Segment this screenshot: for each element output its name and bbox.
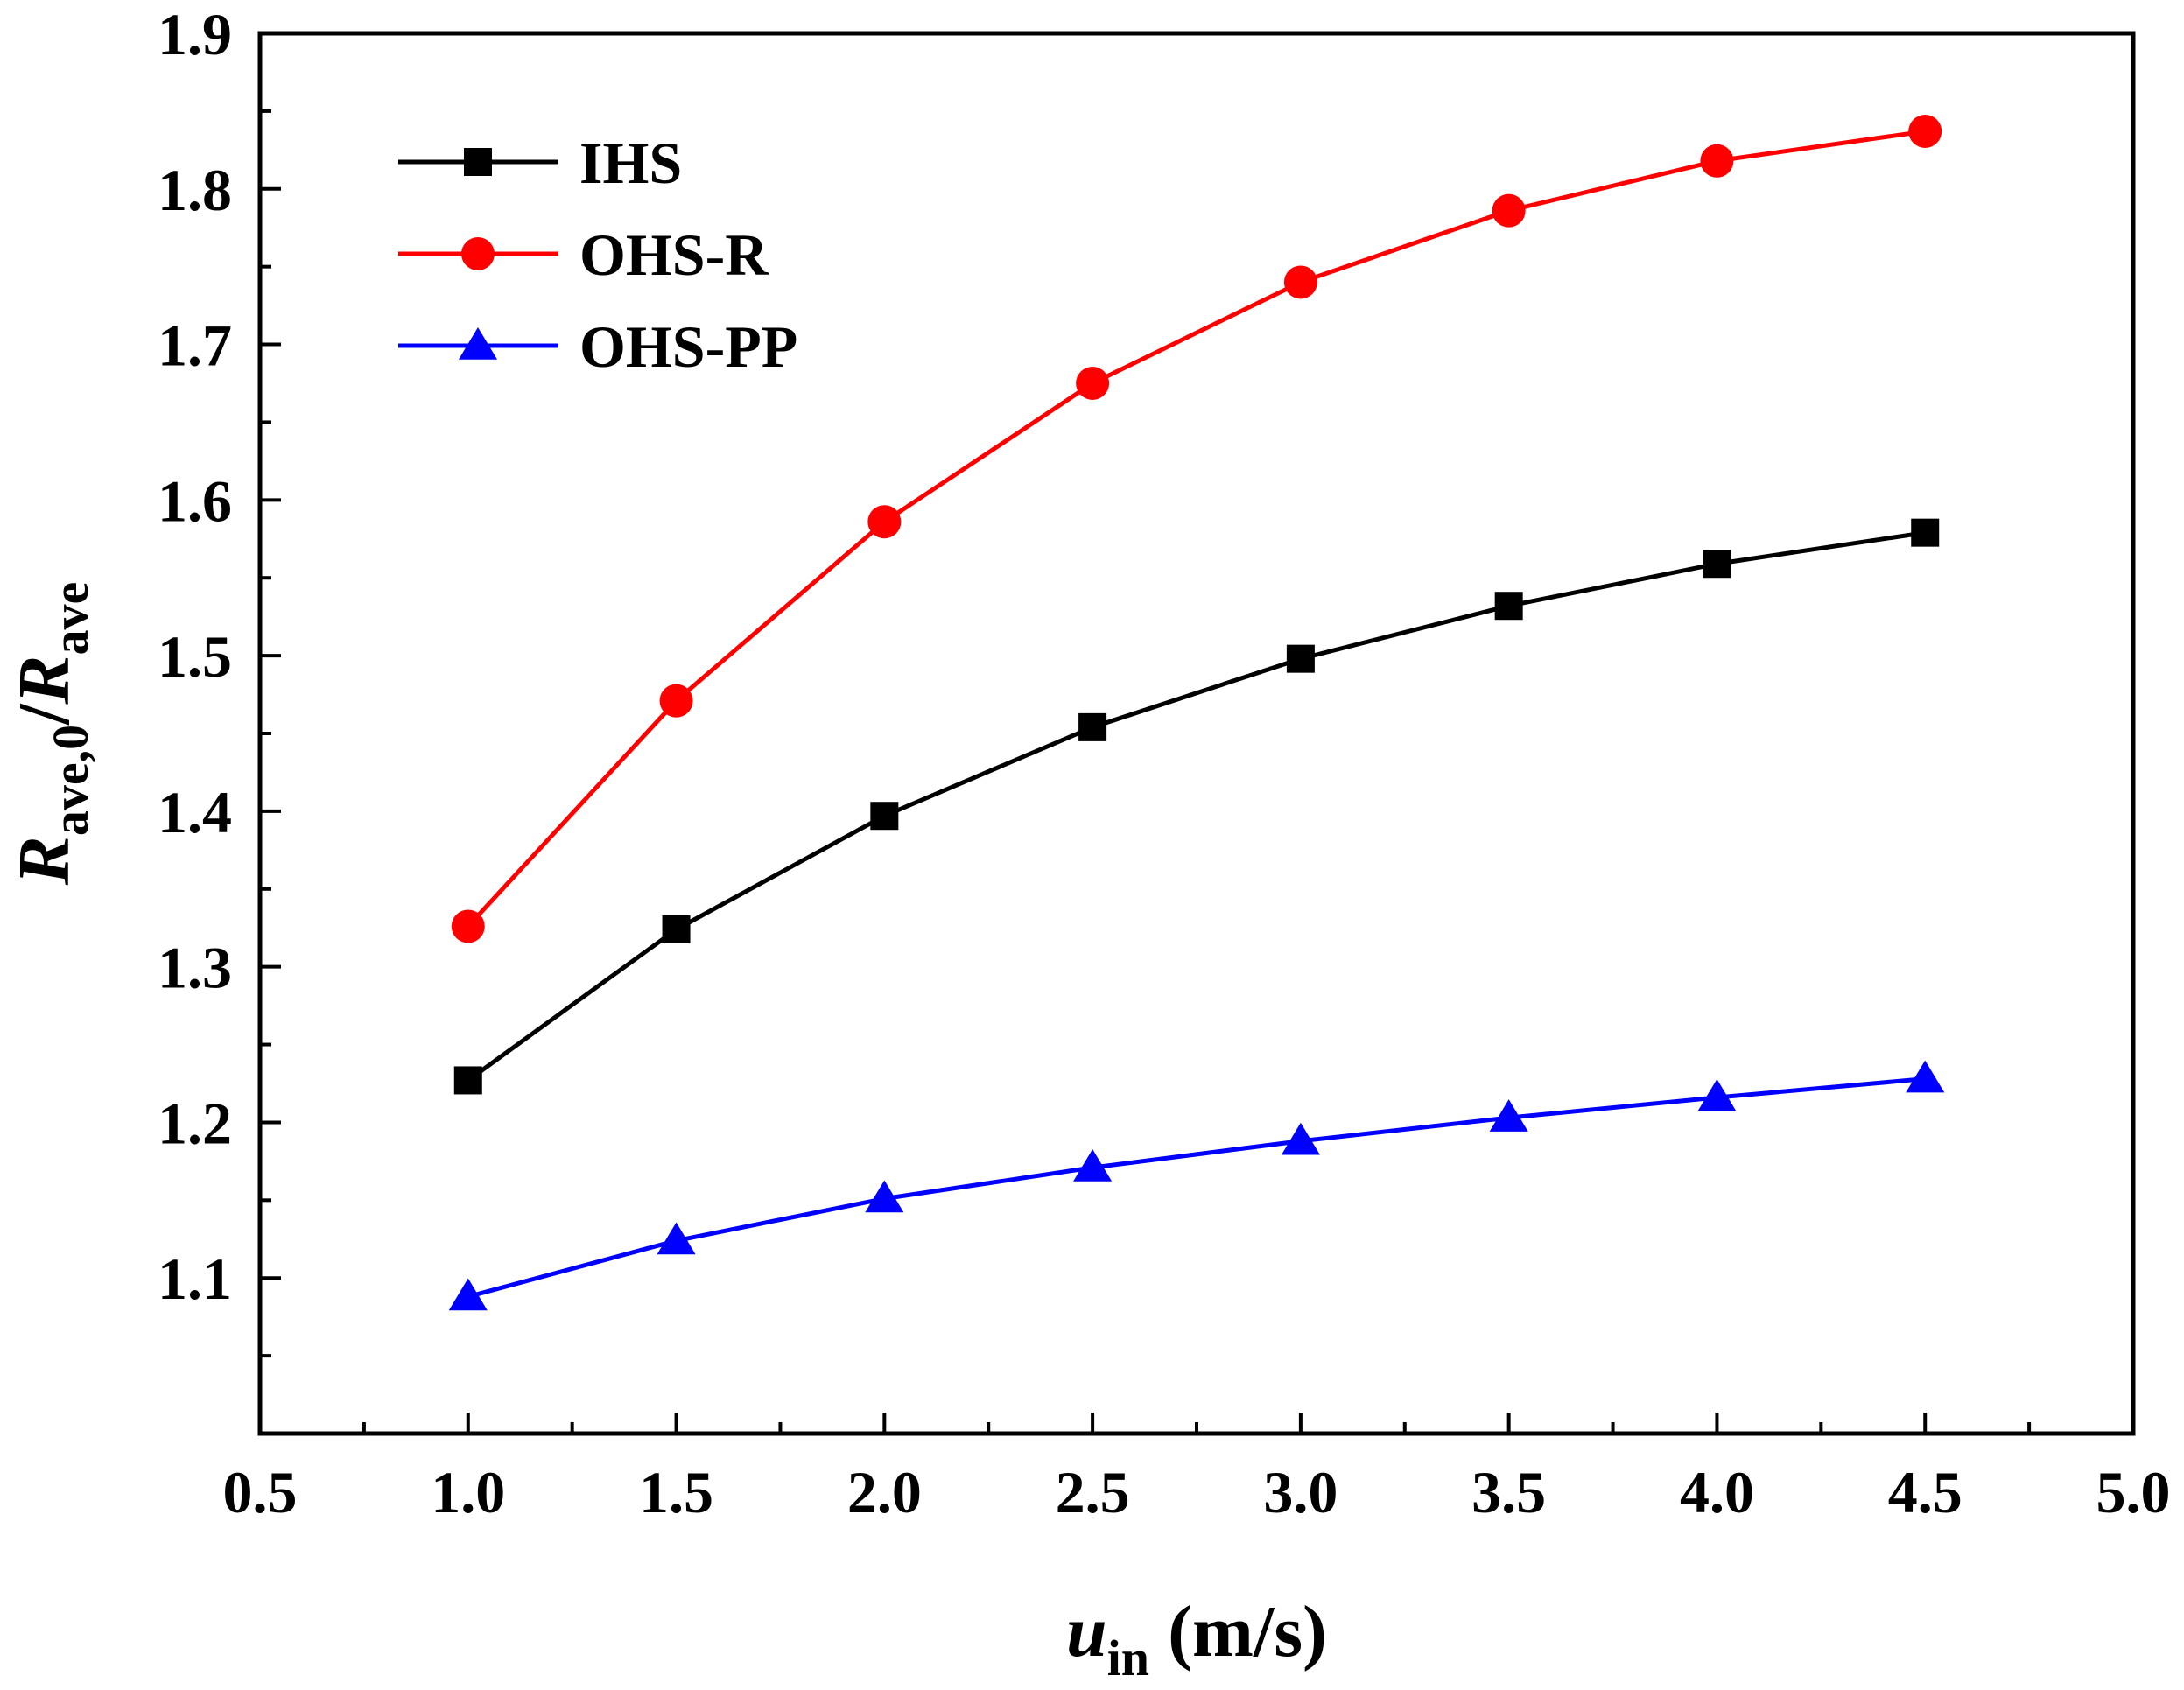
legend-item-ohs-pp: OHS-PP <box>398 313 797 380</box>
series-line-ohs-r <box>466 129 1926 929</box>
data-point-ohs-pp <box>1697 1079 1737 1111</box>
data-point-ohs-pp <box>1489 1099 1528 1132</box>
y-tick-label: 1.9 <box>158 1 232 67</box>
y-axis-den-sub: ave <box>42 582 99 656</box>
x-tick-label: 2.0 <box>847 1459 922 1525</box>
data-point-ohs-pp <box>1906 1060 1945 1093</box>
series-layer <box>448 115 1945 1311</box>
data-point-ohs-r <box>1908 115 1942 148</box>
series-line-ihs <box>467 530 1926 1083</box>
series-ohs-pp <box>448 1060 1945 1311</box>
data-point-ohs-r <box>1492 193 1526 228</box>
y-tick-label: 1.3 <box>158 935 232 1001</box>
data-point-ohs-r <box>659 684 693 718</box>
x-tick-label: 0.5 <box>223 1459 298 1525</box>
y-axis-den-var: R <box>4 656 85 705</box>
legend-marker <box>464 148 492 176</box>
y-axis-slash: / <box>4 703 85 726</box>
data-point-ihs <box>870 802 899 831</box>
data-point-ohs-r <box>451 909 485 943</box>
legend-label: IHS <box>579 130 682 196</box>
legend-label: OHS-R <box>579 221 769 288</box>
x-tick-label: 4.0 <box>1680 1459 1754 1525</box>
data-point-ohs-pp <box>1281 1122 1320 1155</box>
data-point-ohs-pp <box>1073 1149 1113 1182</box>
x-axis-sub: in <box>1107 1630 1149 1686</box>
legend-marker <box>461 237 495 270</box>
data-point-ohs-r <box>1700 144 1734 178</box>
legend-label: OHS-PP <box>579 313 797 380</box>
x-tick-label: 2.5 <box>1056 1459 1130 1525</box>
series-line-ohs-pp <box>467 1076 1926 1299</box>
data-point-ihs <box>453 1066 482 1095</box>
data-point-ohs-r <box>867 505 902 539</box>
x-tick-label: 4.5 <box>1888 1459 1963 1525</box>
y-axis-title: Rave,0/Rave <box>4 582 99 886</box>
y-axis-num-sub: ave,0 <box>42 725 99 836</box>
data-point-ohs-r <box>1076 367 1110 400</box>
x-axis-var: u <box>1066 1591 1107 1672</box>
y-tick-label: 1.5 <box>158 623 232 690</box>
data-point-ihs <box>1703 550 1731 579</box>
legend-item-ohs-r: OHS-R <box>398 221 769 288</box>
series-ihs <box>453 518 1940 1095</box>
data-point-ihs <box>662 915 691 943</box>
x-tick-label: 5.0 <box>2096 1459 2171 1525</box>
plot-frame <box>257 31 2136 1436</box>
data-point-ohs-pp <box>657 1222 696 1255</box>
data-point-ihs <box>1286 644 1315 673</box>
y-tick-label: 1.7 <box>158 312 232 379</box>
x-tick-label: 1.0 <box>431 1459 505 1525</box>
x-tick-label: 1.5 <box>639 1459 713 1525</box>
x-axis-title: uin (m/s) <box>1066 1591 1327 1686</box>
y-tick-label: 1.6 <box>158 467 232 534</box>
x-tick-label: 3.5 <box>1471 1459 1546 1525</box>
y-axis-num-var: R <box>4 836 85 886</box>
x-tick-label: 3.0 <box>1263 1459 1338 1525</box>
axis-ticks: 0.5 1.0 1.5 2.0 2.5 3.0 3.5 4.0 4.5 5.0 1.1 1.2 1.3 1… <box>158 1 2171 1525</box>
y-tick-label: 1.2 <box>158 1090 232 1156</box>
data-point-ohs-r <box>1283 265 1317 299</box>
data-point-ihs <box>1494 592 1523 621</box>
y-tick-label: 1.4 <box>158 779 232 845</box>
legend-marker <box>458 327 498 360</box>
data-point-ohs-pp <box>448 1278 488 1311</box>
series-ohs-r <box>451 115 1942 943</box>
data-point-ohs-pp <box>865 1180 904 1213</box>
y-tick-label: 1.1 <box>158 1245 232 1312</box>
legend-item-ihs: IHS <box>398 130 682 196</box>
data-point-ihs <box>1078 712 1107 741</box>
y-tick-label: 1.8 <box>158 157 232 223</box>
legend: IHS OHS-R OHS-PP <box>398 130 797 380</box>
data-point-ihs <box>1911 518 1940 547</box>
x-axis-unit: (m/s) <box>1149 1591 1327 1672</box>
